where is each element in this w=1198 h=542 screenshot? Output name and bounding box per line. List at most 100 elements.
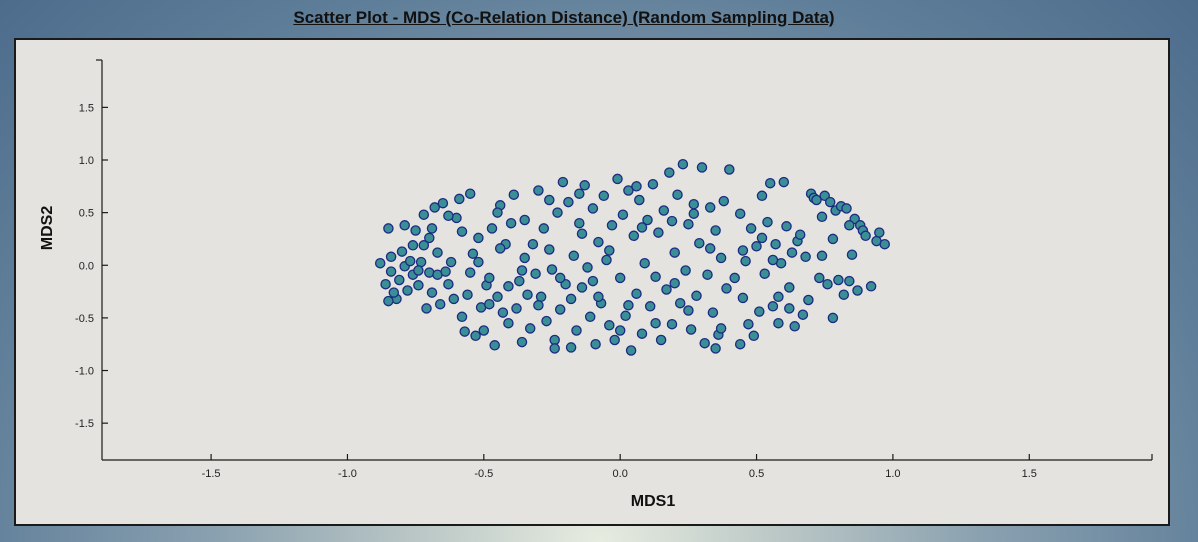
data-point [588, 277, 597, 286]
data-point [867, 282, 876, 291]
data-point [700, 339, 709, 348]
data-point [637, 223, 646, 232]
data-point [804, 295, 813, 304]
data-point [485, 273, 494, 282]
data-point [400, 221, 409, 230]
data-point [534, 186, 543, 195]
data-point [717, 324, 726, 333]
data-point [558, 178, 567, 187]
data-point [616, 273, 625, 282]
data-point [550, 344, 559, 353]
data-point [460, 327, 469, 336]
data-point [517, 338, 526, 347]
data-points [376, 160, 890, 356]
x-tick-label: -1.0 [338, 468, 357, 480]
data-point [449, 294, 458, 303]
data-point [839, 290, 848, 299]
data-point [602, 255, 611, 264]
data-point [569, 251, 578, 260]
data-point [771, 240, 780, 249]
data-point [422, 304, 431, 313]
data-point [504, 282, 513, 291]
data-point [419, 210, 428, 219]
data-point [654, 228, 663, 237]
data-point [801, 252, 810, 261]
data-point [586, 312, 595, 321]
data-point [577, 229, 586, 238]
data-point [845, 221, 854, 230]
data-point [687, 325, 696, 334]
data-point [853, 286, 862, 295]
data-point [427, 224, 436, 233]
data-point [528, 240, 537, 249]
data-point [457, 312, 466, 321]
data-point [880, 240, 889, 249]
data-point [466, 268, 475, 277]
data-point [493, 292, 502, 301]
data-point [436, 300, 445, 309]
data-point [517, 266, 526, 275]
data-point [515, 277, 524, 286]
data-point [387, 252, 396, 261]
data-point [441, 267, 450, 276]
y-tick-label: -1.5 [75, 418, 94, 430]
data-point [667, 217, 676, 226]
data-point [826, 198, 835, 207]
data-point [635, 195, 644, 204]
x-tick-label: -1.5 [202, 468, 221, 480]
data-point [730, 273, 739, 282]
data-point [427, 288, 436, 297]
data-point [736, 209, 745, 218]
x-tick-label: 0.5 [749, 468, 764, 480]
data-point [496, 244, 505, 253]
data-point [875, 228, 884, 237]
y-axis-title: MDS2 [39, 206, 56, 251]
data-point [823, 280, 832, 289]
data-point [403, 286, 412, 295]
data-point [542, 317, 551, 326]
data-point [447, 258, 456, 267]
x-axis-title: MDS1 [631, 493, 676, 510]
data-point [556, 273, 565, 282]
data-point [474, 258, 483, 267]
data-point [613, 174, 622, 183]
data-point [861, 231, 870, 240]
data-point [616, 326, 625, 335]
data-point [651, 319, 660, 328]
x-tick-label: 1.0 [885, 468, 900, 480]
data-point [389, 288, 398, 297]
data-point [774, 319, 783, 328]
data-point [509, 190, 518, 199]
data-point [834, 275, 843, 284]
data-point [757, 233, 766, 242]
data-point [722, 284, 731, 293]
data-point [738, 246, 747, 255]
data-point [539, 224, 548, 233]
data-point [545, 195, 554, 204]
data-point [618, 210, 627, 219]
data-point [736, 340, 745, 349]
data-point [665, 168, 674, 177]
data-point [414, 281, 423, 290]
data-point [485, 300, 494, 309]
data-point [798, 310, 807, 319]
data-point [796, 230, 805, 239]
data-point [624, 301, 633, 310]
data-point [395, 275, 404, 284]
data-point [553, 208, 562, 217]
data-point [444, 211, 453, 220]
data-point [384, 224, 393, 233]
data-point [779, 178, 788, 187]
data-point [605, 321, 614, 330]
data-point [479, 326, 488, 335]
data-point [828, 313, 837, 322]
data-point [411, 226, 420, 235]
data-point [621, 311, 630, 320]
data-point [768, 302, 777, 311]
data-point [646, 302, 655, 311]
data-point [657, 335, 666, 344]
data-point [487, 224, 496, 233]
data-point [520, 215, 529, 224]
data-point [659, 206, 668, 215]
x-tick-label: 0.0 [613, 468, 628, 480]
